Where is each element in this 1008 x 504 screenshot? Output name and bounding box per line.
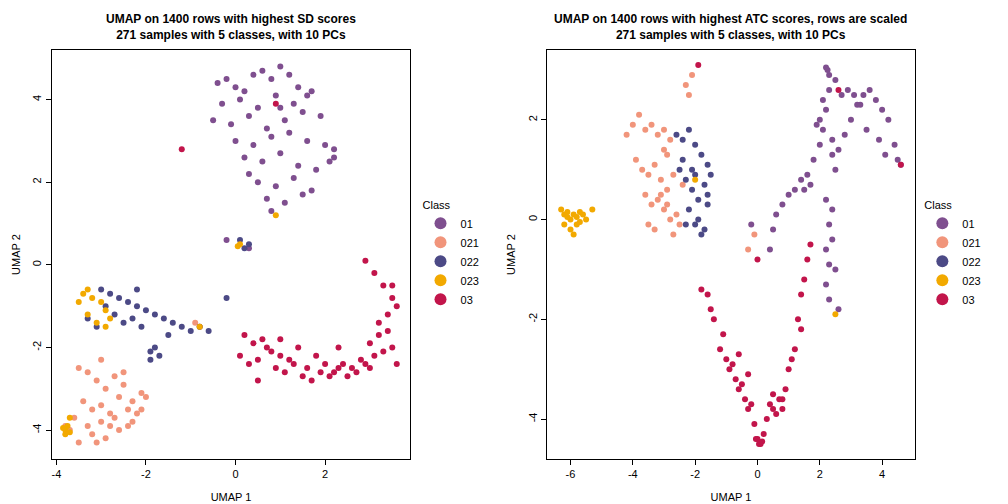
svg-text:2: 2 bbox=[817, 468, 823, 480]
svg-text:022: 022 bbox=[461, 256, 479, 268]
svg-text:4: 4 bbox=[879, 468, 885, 480]
svg-text:Class: Class bbox=[423, 199, 451, 211]
svg-text:03: 03 bbox=[962, 294, 974, 306]
svg-text:-2: -2 bbox=[31, 341, 43, 351]
svg-text:023: 023 bbox=[962, 275, 980, 287]
svg-text:-2: -2 bbox=[690, 468, 700, 480]
svg-text:UMAP on 1400 rows with highest: UMAP on 1400 rows with highest SD scores… bbox=[106, 12, 356, 42]
svg-text:0: 0 bbox=[232, 468, 238, 480]
svg-text:0: 0 bbox=[31, 260, 43, 266]
svg-text:Class: Class bbox=[924, 199, 952, 211]
svg-text:-4: -4 bbox=[527, 413, 539, 423]
svg-text:-6: -6 bbox=[566, 468, 576, 480]
svg-text:UMAP on 1400 rows with highest: UMAP on 1400 rows with highest ATC score… bbox=[554, 12, 907, 42]
svg-text:UMAP 2: UMAP 2 bbox=[10, 234, 22, 275]
svg-text:-4: -4 bbox=[628, 468, 638, 480]
svg-text:021: 021 bbox=[461, 237, 479, 249]
svg-text:-2: -2 bbox=[527, 313, 539, 323]
svg-text:01: 01 bbox=[962, 218, 974, 230]
svg-text:4: 4 bbox=[31, 95, 43, 101]
svg-text:-2: -2 bbox=[141, 468, 151, 480]
svg-text:021: 021 bbox=[962, 237, 980, 249]
svg-text:01: 01 bbox=[461, 218, 473, 230]
svg-text:022: 022 bbox=[962, 256, 980, 268]
svg-text:UMAP 1: UMAP 1 bbox=[211, 491, 252, 503]
svg-text:UMAP 1: UMAP 1 bbox=[711, 491, 752, 503]
svg-text:03: 03 bbox=[461, 294, 473, 306]
svg-text:2: 2 bbox=[322, 468, 328, 480]
svg-text:UMAP 2: UMAP 2 bbox=[505, 234, 517, 275]
svg-text:0: 0 bbox=[527, 215, 539, 221]
svg-text:-4: -4 bbox=[31, 424, 43, 434]
svg-text:2: 2 bbox=[527, 115, 539, 121]
svg-text:2: 2 bbox=[31, 177, 43, 183]
svg-text:023: 023 bbox=[461, 275, 479, 287]
svg-text:0: 0 bbox=[754, 468, 760, 480]
svg-text:-4: -4 bbox=[51, 468, 61, 480]
